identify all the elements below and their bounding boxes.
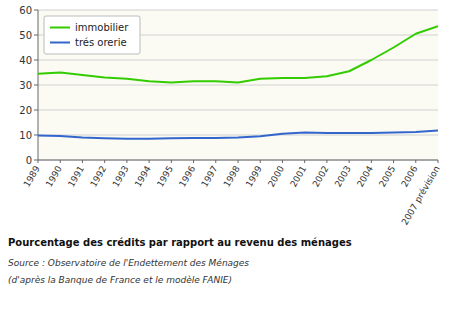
annotation: Source : Observatoire de l'Endettement d… bbox=[8, 258, 249, 268]
legend-label: trés orerie bbox=[75, 37, 127, 48]
x-tick bbox=[104, 160, 105, 163]
y-tick bbox=[34, 110, 38, 111]
y-tick bbox=[34, 85, 38, 86]
x-tick-label: 2004 bbox=[355, 164, 375, 189]
x-tick-label: 1998 bbox=[222, 164, 242, 189]
x-tick bbox=[38, 160, 39, 163]
plot-background bbox=[38, 10, 438, 160]
chart-container: 0102030405060198919901991199219931994199… bbox=[0, 0, 451, 314]
x-tick-label: 1997 bbox=[199, 164, 219, 189]
y-axis: 0 10 20 30 40 50 60 bbox=[19, 5, 438, 166]
y-tick-label: 30 bbox=[19, 80, 32, 91]
x-tick bbox=[82, 160, 83, 163]
line bbox=[38, 131, 438, 139]
plot-area bbox=[38, 26, 438, 139]
x-tick bbox=[149, 160, 150, 163]
x-tick-label: 2005 bbox=[377, 164, 397, 189]
y-tick bbox=[34, 10, 38, 11]
x-tick bbox=[393, 160, 394, 163]
y-tick-label: 0 bbox=[26, 155, 32, 166]
x-tick bbox=[171, 160, 172, 163]
x-tick bbox=[238, 160, 239, 163]
x-tick-label: 2006 bbox=[399, 164, 419, 189]
y-tick bbox=[34, 135, 38, 136]
x-tick-label: 2000 bbox=[266, 164, 286, 189]
y-axis-line bbox=[38, 10, 39, 160]
legend: immobilier trés orerie bbox=[44, 16, 140, 54]
grid-line bbox=[38, 10, 438, 11]
annotation: (d'après la Banque de France et le modèl… bbox=[8, 275, 232, 285]
x-tick bbox=[304, 160, 305, 163]
grid-line bbox=[38, 85, 438, 86]
legend-swatch bbox=[50, 27, 70, 29]
x-tick bbox=[60, 160, 61, 163]
grid-line bbox=[38, 135, 438, 136]
x-tick-label: 1992 bbox=[88, 164, 108, 189]
y-tick bbox=[34, 35, 38, 36]
y-tick-label: 10 bbox=[19, 130, 32, 141]
grid-line bbox=[38, 110, 438, 111]
legend-swatch bbox=[50, 42, 70, 44]
x-axis: 1989199019911992199319941995199619971998… bbox=[22, 10, 442, 227]
x-tick-label: 2001 bbox=[288, 164, 308, 189]
x-tick bbox=[215, 160, 216, 163]
x-tick-label: 1991 bbox=[66, 164, 86, 189]
x-tick bbox=[349, 160, 350, 163]
x-tick bbox=[438, 160, 439, 163]
title: Pourcentage des crédits par rapport au r… bbox=[8, 237, 352, 248]
x-tick-label: 2003 bbox=[333, 164, 353, 189]
x-tick-label: 1996 bbox=[177, 164, 197, 189]
legend-label: immobilier bbox=[75, 22, 129, 33]
y-tick bbox=[34, 60, 38, 61]
x-tick bbox=[282, 160, 283, 163]
x-tick bbox=[126, 160, 127, 163]
legend-box bbox=[44, 16, 140, 54]
x-tick bbox=[260, 160, 261, 163]
x-tick-label: 2002 bbox=[311, 164, 331, 189]
grid-line bbox=[38, 60, 438, 61]
x-tick bbox=[326, 160, 327, 163]
y-tick bbox=[34, 160, 38, 161]
x-tick-label: 1994 bbox=[133, 164, 153, 189]
y-tick-label: 20 bbox=[19, 105, 32, 116]
x-tick-label: 1999 bbox=[244, 164, 264, 189]
x-tick bbox=[193, 160, 194, 163]
y-tick-label: 40 bbox=[19, 55, 32, 66]
x-tick-label: 1993 bbox=[111, 164, 131, 189]
x-tick bbox=[415, 160, 416, 163]
x-tick bbox=[371, 160, 372, 163]
chart: 0102030405060198919901991199219931994199… bbox=[0, 0, 451, 314]
x-tick-label: 2007 prévision bbox=[400, 164, 442, 227]
x-tick-label: 1990 bbox=[44, 164, 64, 189]
y-tick-label: 50 bbox=[19, 30, 32, 41]
y-tick-label: 60 bbox=[19, 5, 32, 16]
x-tick-label: 1995 bbox=[155, 164, 175, 189]
x-tick-label: 1989 bbox=[22, 164, 42, 189]
